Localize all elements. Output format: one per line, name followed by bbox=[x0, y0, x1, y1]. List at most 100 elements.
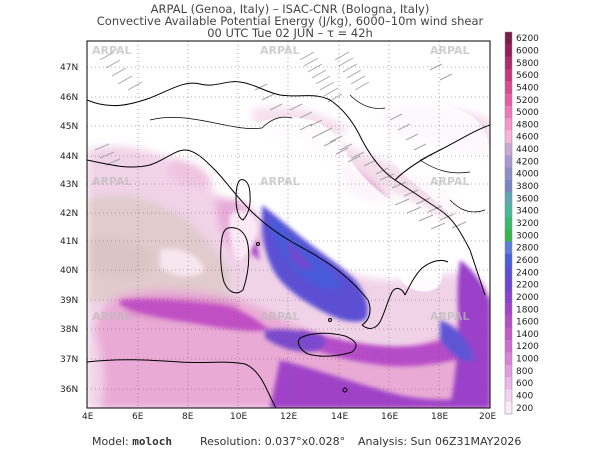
colorbar-swatch bbox=[505, 303, 512, 316]
colorbar-label: 5600 bbox=[516, 71, 539, 81]
svg-text:ARPAL: ARPAL bbox=[92, 175, 132, 188]
colorbar-label: 400 bbox=[516, 392, 533, 402]
colorbar: 6200 6000 5800 5600 5400 5200 5000 4800 4600 4400… bbox=[504, 31, 539, 415]
colorbar-swatch bbox=[505, 266, 512, 279]
colorbar-swatch bbox=[505, 118, 512, 131]
colorbar-swatch bbox=[505, 377, 512, 390]
colorbar-label: 1000 bbox=[516, 355, 539, 365]
lat-label: 46N bbox=[60, 93, 78, 103]
colorbar-swatch bbox=[505, 278, 512, 292]
colorbar-label: 3600 bbox=[516, 194, 539, 204]
colorbar-label: 2000 bbox=[516, 293, 539, 303]
svg-text:ARPAL: ARPAL bbox=[260, 44, 300, 57]
colorbar-label: 1400 bbox=[516, 330, 539, 340]
colorbar-swatch bbox=[505, 340, 512, 353]
lat-label: 37N bbox=[60, 355, 78, 365]
colorbar-label: 2400 bbox=[516, 268, 539, 278]
lon-label: 14E bbox=[331, 412, 348, 422]
title-line-1: ARPAL (Genoa, Italy) – ISAC-CNR (Bologna… bbox=[150, 2, 430, 16]
colorbar-swatch bbox=[505, 192, 512, 205]
colorbar-swatch bbox=[505, 352, 512, 366]
colorbar-label: 1800 bbox=[516, 305, 539, 315]
lon-label: 4E bbox=[82, 412, 94, 422]
longitude-labels: 4E 6E 8E 10E 12E 14E 16E 18E 20E bbox=[82, 412, 496, 422]
colorbar-swatch bbox=[505, 327, 512, 341]
colorbar-swatch bbox=[505, 204, 512, 218]
colorbar-label: 4600 bbox=[516, 133, 539, 143]
footer-analysis: Analysis: Sun 06Z31MAY2026 bbox=[358, 435, 521, 448]
colorbar-label: 600 bbox=[516, 379, 533, 389]
footer-model: Model: moloch bbox=[92, 435, 172, 448]
title-line-2: Convective Available Potential Energy (J… bbox=[96, 14, 484, 28]
latitude-labels: 47N 46N 45N 44N 43N 42N 41N 40N 39N 38N … bbox=[60, 63, 78, 395]
colorbar-swatch bbox=[505, 56, 512, 70]
colorbar-label: 1600 bbox=[516, 318, 539, 328]
colorbar-label: 3800 bbox=[516, 182, 539, 192]
colorbar-swatch bbox=[505, 130, 512, 144]
analysis-label: Analysis: bbox=[358, 435, 408, 448]
lat-label: 38N bbox=[60, 325, 78, 335]
resolution-label: Resolution: bbox=[200, 435, 262, 448]
colorbar-swatch bbox=[505, 105, 512, 119]
lat-label: 43N bbox=[60, 180, 78, 190]
colorbar-swatch bbox=[505, 216, 512, 230]
colorbar-swatch bbox=[505, 68, 512, 82]
colorbar-label: 6200 bbox=[516, 34, 539, 44]
lon-label: 16E bbox=[381, 412, 398, 422]
colorbar-label: 6000 bbox=[516, 46, 539, 56]
colorbar-label: 4000 bbox=[516, 170, 539, 180]
lat-label: 47N bbox=[60, 63, 78, 73]
svg-text:ARPAL: ARPAL bbox=[430, 310, 470, 323]
colorbar-swatch bbox=[505, 44, 512, 57]
model-label: Model: bbox=[92, 435, 129, 448]
model-value: moloch bbox=[132, 435, 172, 448]
colorbar-label: 3400 bbox=[516, 207, 539, 217]
colorbar-label: 4200 bbox=[516, 157, 539, 167]
colorbar-label: 2800 bbox=[516, 244, 539, 254]
colorbar-swatch bbox=[505, 401, 512, 415]
colorbar-label: 800 bbox=[516, 367, 533, 377]
map-frame bbox=[86, 40, 491, 409]
colorbar-label: 2200 bbox=[516, 281, 539, 291]
colorbar-swatch bbox=[505, 142, 512, 156]
svg-text:ARPAL: ARPAL bbox=[260, 310, 300, 323]
resolution-value: 0.037°x0.028° bbox=[264, 435, 346, 448]
lon-label: 18E bbox=[431, 412, 448, 422]
lat-label: 42N bbox=[60, 209, 78, 219]
svg-text:ARPAL: ARPAL bbox=[430, 175, 470, 188]
colorbar-swatch bbox=[505, 253, 512, 267]
svg-text:ARPAL: ARPAL bbox=[430, 44, 470, 57]
colorbar-swatch bbox=[505, 229, 512, 242]
colorbar-label: 3000 bbox=[516, 231, 539, 241]
svg-text:ARPAL: ARPAL bbox=[92, 310, 132, 323]
colorbar-label: 4400 bbox=[516, 145, 539, 155]
lon-label: 12E bbox=[280, 412, 297, 422]
lat-label: 36N bbox=[60, 385, 78, 395]
colorbar-swatch bbox=[505, 93, 512, 107]
colorbar-label: 5000 bbox=[516, 108, 539, 118]
lon-label: 6E bbox=[132, 412, 144, 422]
lat-label: 44N bbox=[60, 152, 78, 162]
title-line-3: 00 UTC Tue 02 JUN – τ = 42h bbox=[207, 26, 373, 40]
colorbar-swatch bbox=[505, 315, 512, 329]
colorbar-swatch bbox=[505, 81, 512, 94]
lat-label: 41N bbox=[60, 237, 78, 247]
watermarks: ARPAL ARPAL ARPAL ARPAL ARPAL ARPAL ARPA… bbox=[92, 44, 470, 323]
colorbar-label: 200 bbox=[516, 404, 533, 414]
lon-label: 8E bbox=[182, 412, 194, 422]
colorbar-label: 5200 bbox=[516, 96, 539, 106]
footer-resolution: Resolution: 0.037°x0.028° bbox=[200, 435, 345, 448]
lat-label: 39N bbox=[60, 296, 78, 306]
colorbar-swatch bbox=[505, 389, 512, 402]
lon-label: 10E bbox=[230, 412, 247, 422]
colorbar-swatch bbox=[505, 155, 512, 168]
svg-text:ARPAL: ARPAL bbox=[92, 44, 132, 57]
colorbar-label: 4800 bbox=[516, 120, 539, 130]
svg-text:ARPAL: ARPAL bbox=[260, 175, 300, 188]
colorbar-swatch bbox=[505, 241, 512, 255]
colorbar-label: 5400 bbox=[516, 83, 539, 93]
lat-label: 40N bbox=[60, 266, 78, 276]
colorbar-label: 5800 bbox=[516, 59, 539, 69]
lon-label: 20E bbox=[479, 412, 496, 422]
